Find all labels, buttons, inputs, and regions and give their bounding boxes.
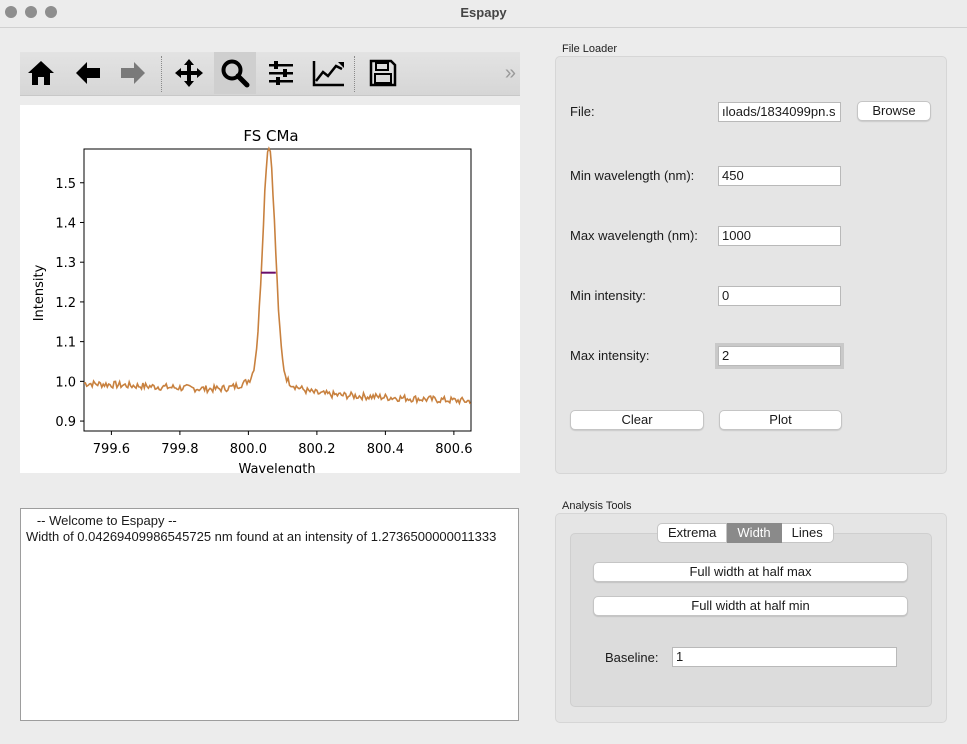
save-button[interactable] [362,52,404,94]
min-intensity-field[interactable]: 0 [718,286,841,306]
fwhm-max-button[interactable]: Full width at half max [593,562,908,582]
y-axis-label: Intensity [32,264,47,321]
tab-lines[interactable]: Lines [781,523,834,543]
file-loader-title: File Loader [562,43,618,55]
zoom-window-button[interactable] [45,6,57,18]
min-wavelength-label: Min wavelength (nm): [570,168,695,183]
x-tick-label: 799.8 [161,442,198,457]
clear-button[interactable]: Clear [570,410,704,430]
title-bar: Espapy [0,0,967,28]
window-title: Espapy [460,5,507,20]
forward-button[interactable] [112,52,154,94]
console-line-welcome: -- Welcome to Espapy -- [26,513,177,528]
fwhm-min-button[interactable]: Full width at half min [593,596,908,616]
close-window-button[interactable] [5,6,17,18]
max-wavelength-label: Max wavelength (nm): [570,228,698,243]
back-arrow-icon [76,62,100,84]
save-icon [369,59,397,87]
edit-axis-icon [312,61,344,87]
plot-toolbar: » [20,52,520,96]
edit-axis-button[interactable] [306,52,348,94]
file-path-field[interactable]: ıloads/1834099pn.s [718,102,841,122]
spectrum-line [83,146,472,406]
zoom-icon [221,59,250,88]
pan-button[interactable] [168,52,210,94]
tab-width[interactable]: Width [727,523,782,543]
x-tick-label: 800.6 [435,442,472,457]
tab-panel [570,533,932,707]
home-button[interactable] [20,52,62,94]
y-tick-label: 1.5 [55,177,76,192]
toolbar-separator [161,56,162,92]
baseline-field[interactable]: 1 [672,647,897,667]
y-tick-label: 0.9 [55,415,76,430]
max-wavelength-field[interactable]: 1000 [718,226,841,246]
home-icon [28,61,54,85]
browse-button[interactable]: Browse [857,101,931,121]
x-tick-label: 800.4 [367,442,404,457]
configure-subplots-button[interactable] [260,52,302,94]
output-console[interactable]: -- Welcome to Espapy -- Width of 0.04269… [20,508,519,721]
plot-button[interactable]: Plot [719,410,842,430]
x-axis-label: Wavelength [238,462,315,473]
toolbar-separator [354,56,355,92]
tab-extrema[interactable]: Extrema [657,523,728,543]
file-label: File: [570,104,595,119]
pan-icon [175,59,203,87]
file-loader-group [555,56,947,474]
chart-title: FS CMa [243,127,298,145]
back-button[interactable] [67,52,109,94]
x-tick-label: 800.0 [230,442,267,457]
spectrum-chart[interactable]: FS CMa Wavelength Intensity 799.6 799.8 80… [20,105,520,477]
zoom-button[interactable] [214,52,256,94]
max-intensity-label: Max intensity: [570,348,650,363]
minimize-window-button[interactable] [25,6,37,18]
plot-canvas[interactable]: FS CMa Wavelength Intensity 799.6 799.8 80… [20,105,520,477]
toolbar-overflow-button[interactable]: » [504,62,516,84]
y-tick-label: 1.2 [55,296,76,311]
x-tick-label: 799.6 [93,442,130,457]
baseline-label: Baseline: [605,650,659,665]
console-line-result: Width of 0.04269409986545725 nm found at… [26,529,497,544]
y-tick-label: 1.3 [55,256,76,271]
analysis-tabs: Extrema Width Lines [657,523,834,543]
y-tick-label: 1.0 [55,375,76,390]
min-wavelength-field[interactable]: 450 [718,166,841,186]
y-tick-label: 1.4 [55,216,76,231]
configure-subplots-icon [269,61,293,85]
plot-axes-frame [83,148,472,432]
y-tick-label: 1.1 [55,336,76,351]
max-intensity-field[interactable]: 2 [718,346,841,366]
analysis-tools-title: Analysis Tools [562,500,632,512]
min-intensity-label: Min intensity: [570,288,646,303]
x-tick-label: 800.2 [298,442,335,457]
forward-arrow-icon [121,62,145,84]
